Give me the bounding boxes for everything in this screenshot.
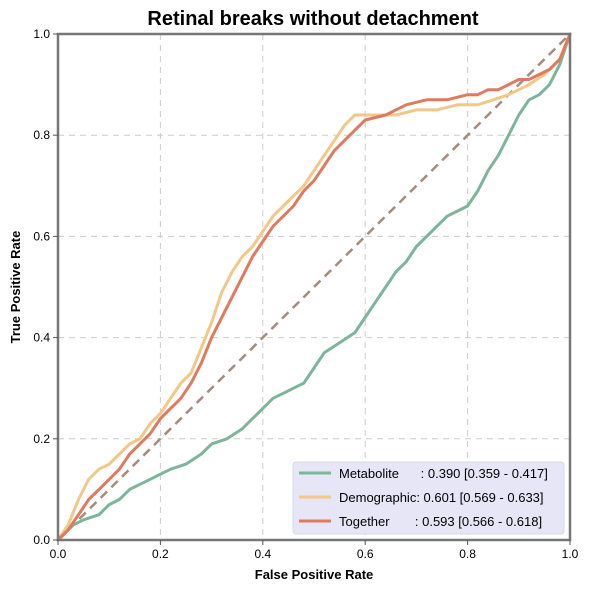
- y-tick-label: 0.6: [33, 229, 50, 243]
- x-tick-label: 0.0: [50, 547, 67, 561]
- legend-box: [292, 461, 565, 535]
- x-axis-label: False Positive Rate: [255, 567, 374, 582]
- legend-label-metabolite: Metabolite : 0.390 [0.359 - 0.417]: [339, 466, 548, 481]
- y-axis-label: True Positive Rate: [8, 231, 23, 344]
- x-tick-label: 0.4: [254, 547, 271, 561]
- x-tick-label: 1.0: [562, 547, 579, 561]
- series-line-demographic: [56, 32, 572, 542]
- y-tick-label: 1.0: [33, 27, 50, 41]
- chart-title: Retinal breaks without detachment: [147, 8, 479, 30]
- legend-label-demographic: Demographic: 0.601 [0.569 - 0.633]: [339, 490, 544, 505]
- legend: Metabolite : 0.390 [0.359 - 0.417] Demogr…: [292, 461, 565, 535]
- legend-label-together: Together : 0.593 [0.566 - 0.618]: [339, 514, 542, 529]
- series-lines: [56, 32, 572, 542]
- plot-frame: [56, 32, 572, 542]
- series-line-metabolite: [56, 32, 572, 542]
- x-tick-label: 0.8: [459, 547, 476, 561]
- y-tick-label: 0.0: [33, 533, 50, 547]
- grid: [58, 34, 570, 540]
- x-tick-label: 0.6: [357, 547, 374, 561]
- y-tick-label: 0.2: [33, 432, 50, 446]
- axis-ticks: 0.0 0.2 0.4 0.6 0.8 1.0 0.0 0.2 0.4 0.6 0.8 1.0: [33, 27, 578, 561]
- series-line-together: [56, 32, 572, 542]
- y-tick-label: 0.4: [33, 331, 50, 345]
- y-tick-label: 0.8: [33, 128, 50, 142]
- x-tick-label: 0.2: [152, 547, 169, 561]
